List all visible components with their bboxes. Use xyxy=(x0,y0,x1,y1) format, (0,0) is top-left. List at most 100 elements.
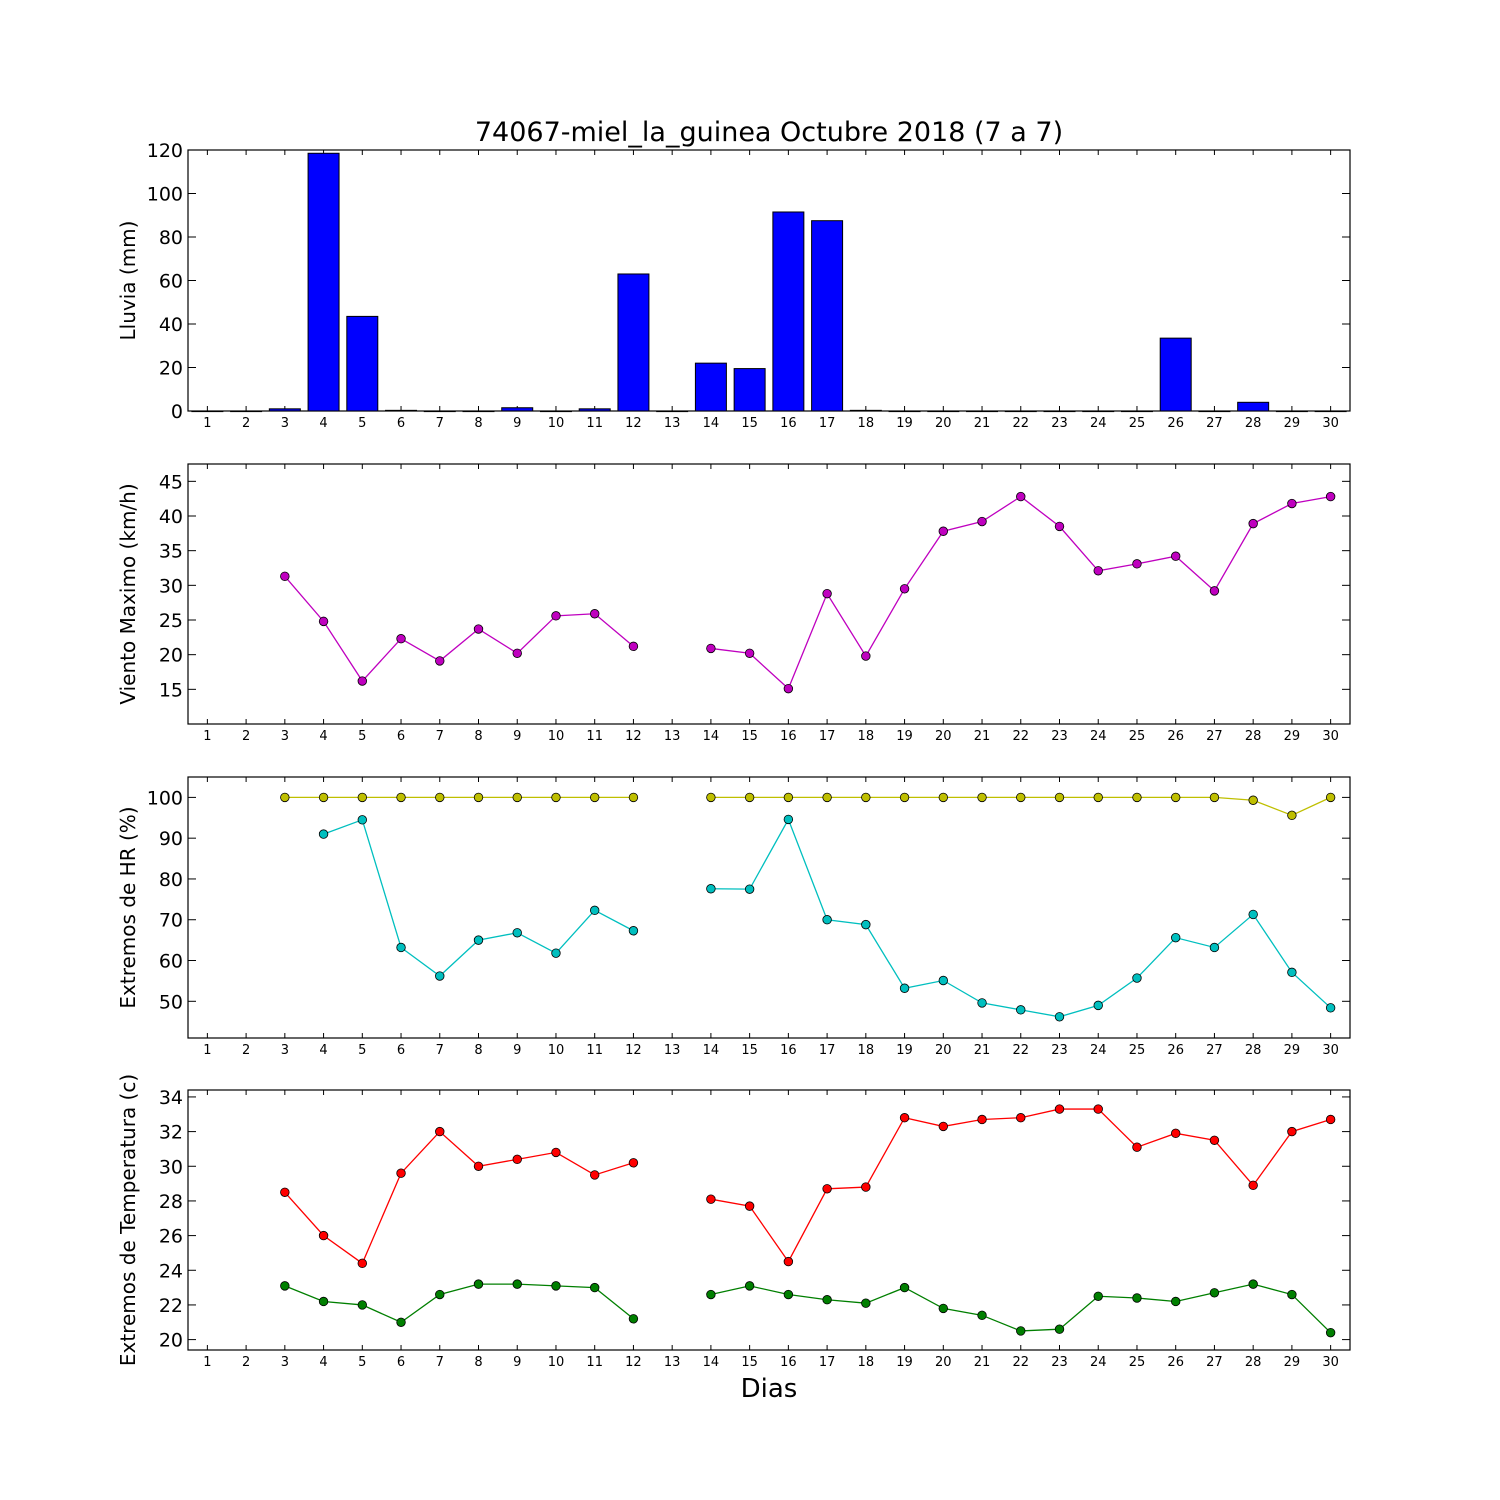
x-tick-label: 16 xyxy=(780,1043,797,1058)
point-day-3 xyxy=(280,792,290,803)
x-tick-label: 8 xyxy=(474,416,482,431)
point-day-9 xyxy=(512,928,522,938)
point-day-9 xyxy=(512,792,522,803)
bar-day-16 xyxy=(772,211,805,412)
series-line xyxy=(284,1130,634,1265)
x-tick-label: 22 xyxy=(1012,416,1029,431)
point-day-23 xyxy=(1054,1012,1065,1022)
x-tick-label: 19 xyxy=(896,729,913,744)
point-day-19 xyxy=(899,584,910,594)
point-day-15 xyxy=(744,648,755,658)
point-day-28 xyxy=(1248,1180,1258,1191)
point-day-29 xyxy=(1287,810,1297,821)
x-tick-label: 11 xyxy=(586,1043,603,1058)
x-tick-label: 23 xyxy=(1051,1043,1068,1058)
point-day-6 xyxy=(396,634,406,644)
x-tick-label: 27 xyxy=(1206,1043,1223,1058)
point-day-25 xyxy=(1132,1293,1142,1303)
x-tick-label: 11 xyxy=(586,416,603,431)
x-tick-label: 21 xyxy=(974,416,991,431)
point-day-22 xyxy=(1016,1113,1026,1123)
point-day-29 xyxy=(1287,967,1297,978)
point-day-18 xyxy=(861,651,871,661)
y-tick-label: 0 xyxy=(171,401,183,423)
bar-day-12 xyxy=(617,273,650,412)
point-day-20 xyxy=(938,975,949,986)
point-day-14 xyxy=(706,1194,716,1204)
x-tick-label: 12 xyxy=(625,1043,642,1058)
point-day-5 xyxy=(357,815,368,825)
x-tick-label: 3 xyxy=(281,1043,289,1058)
chart-title: 74067-miel_la_guinea Octubre 2018 (7 a 7… xyxy=(475,117,1063,148)
point-day-10 xyxy=(551,792,561,803)
x-tick-label: 20 xyxy=(935,416,952,431)
x-tick-label: 3 xyxy=(281,729,289,744)
y-tick-label: 22 xyxy=(159,1295,183,1317)
y-tick-label: 90 xyxy=(159,828,183,850)
x-tick-label: 21 xyxy=(974,1355,991,1370)
x-tick-label: 5 xyxy=(358,416,366,431)
bar-day-6 xyxy=(385,409,418,412)
point-day-6 xyxy=(396,1317,406,1327)
point-day-14 xyxy=(706,1289,716,1300)
x-tick-label: 18 xyxy=(858,1043,875,1058)
y-tick-label: 60 xyxy=(159,951,183,973)
x-tick-label: 15 xyxy=(741,1043,758,1058)
x-tick-label: 24 xyxy=(1090,729,1107,744)
point-day-8 xyxy=(473,624,484,634)
y-tick-label: 26 xyxy=(159,1226,183,1248)
x-tick-label: 9 xyxy=(513,1043,521,1058)
x-tick-label: 9 xyxy=(513,1355,521,1370)
bar-day-5 xyxy=(346,315,379,412)
y-tick-label: 40 xyxy=(159,506,183,528)
point-day-26 xyxy=(1170,792,1181,803)
x-tick-label: 12 xyxy=(625,1355,642,1370)
point-day-27 xyxy=(1209,586,1220,596)
point-day-18 xyxy=(861,919,871,930)
y-tick-label: 35 xyxy=(159,541,183,563)
point-day-3 xyxy=(280,571,290,582)
x-tick-label: 4 xyxy=(319,1355,327,1370)
x-tick-label: 6 xyxy=(397,1043,405,1058)
point-day-29 xyxy=(1287,498,1297,509)
x-tick-label: 26 xyxy=(1167,729,1184,744)
y-tick-label: 28 xyxy=(159,1191,183,1213)
x-tick-label: 10 xyxy=(548,1355,565,1370)
x-tick-label: 9 xyxy=(513,729,521,744)
point-day-22 xyxy=(1016,491,1026,502)
x-tick-label: 2 xyxy=(242,1355,250,1370)
point-day-4 xyxy=(318,792,329,803)
point-day-25 xyxy=(1132,1142,1142,1152)
point-day-11 xyxy=(590,609,600,619)
point-day-4 xyxy=(318,1230,329,1241)
bar-day-15 xyxy=(733,368,766,412)
series-line xyxy=(323,818,634,977)
y-tick-label: 80 xyxy=(159,869,183,891)
point-day-26 xyxy=(1170,551,1181,561)
bar-day-23 xyxy=(1043,410,1076,413)
x-tick-label: 6 xyxy=(397,416,405,431)
point-day-25 xyxy=(1132,792,1142,803)
series-line xyxy=(284,1283,634,1324)
point-day-21 xyxy=(977,1114,987,1125)
y-tick-label: 80 xyxy=(159,227,183,249)
x-tick-label: 19 xyxy=(896,1043,913,1058)
point-day-19 xyxy=(899,983,910,993)
point-day-4 xyxy=(318,829,329,839)
x-tick-label: 24 xyxy=(1090,1355,1107,1370)
x-tick-label: 27 xyxy=(1206,1355,1223,1370)
x-tick-label: 19 xyxy=(896,1355,913,1370)
x-tick-label: 3 xyxy=(281,1355,289,1370)
point-day-12 xyxy=(628,641,639,652)
point-day-27 xyxy=(1209,942,1220,953)
x-tick-label: 28 xyxy=(1245,729,1262,744)
x-tick-label: 11 xyxy=(586,729,603,744)
x-tick-label: 2 xyxy=(242,729,250,744)
x-tick-label: 17 xyxy=(819,416,836,431)
x-tick-label: 4 xyxy=(319,729,327,744)
x-tick-label: 17 xyxy=(819,1355,836,1370)
panel-4: 1 2 3 4 5 6 7 8 9 10 11 12 13 14 15 16 17 18 19 20 21 22 23 24 2… xyxy=(116,1074,1351,1370)
bar-day-7 xyxy=(423,410,456,413)
y-tick-label: 32 xyxy=(159,1122,183,1144)
